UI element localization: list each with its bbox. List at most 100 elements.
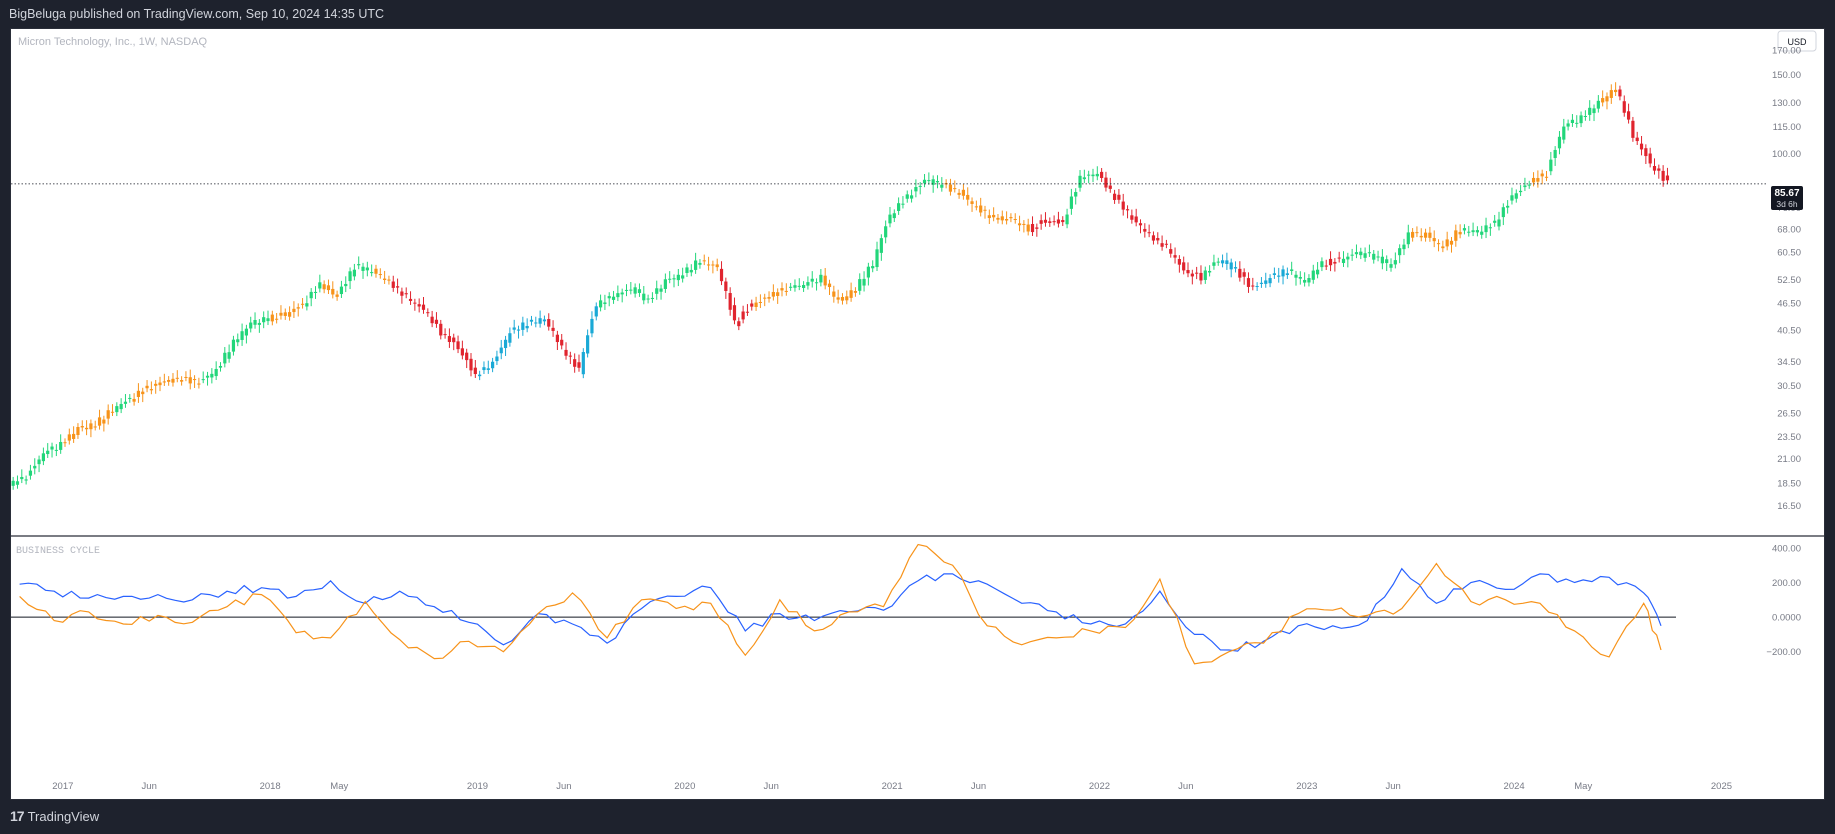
candle	[560, 334, 564, 350]
candle	[909, 189, 914, 203]
candle	[1354, 244, 1359, 259]
candle	[642, 286, 646, 305]
candle	[871, 260, 875, 273]
candle	[132, 393, 136, 406]
candle	[84, 420, 89, 436]
candle	[1385, 255, 1389, 272]
candle	[1432, 230, 1436, 248]
candle	[1419, 228, 1423, 242]
candle	[1549, 151, 1553, 176]
candle	[305, 295, 309, 311]
time-tick-label: 2023	[1296, 781, 1317, 792]
candle	[1035, 223, 1039, 237]
candle	[348, 267, 352, 290]
time-tick-label: Jun	[1386, 781, 1401, 792]
candle	[171, 373, 175, 387]
candle	[789, 282, 793, 291]
candle	[849, 282, 853, 302]
candle	[1389, 258, 1393, 272]
candle	[516, 325, 521, 339]
candle	[979, 197, 983, 217]
currency-label[interactable]: USD	[1787, 37, 1807, 47]
candle	[685, 263, 689, 277]
chart-svg[interactable]: Micron Technology, Inc., 1W, NASDAQ USD …	[11, 29, 1824, 799]
price-tick-label: 130.00	[1772, 98, 1801, 109]
candle	[162, 373, 166, 386]
candle	[1609, 84, 1613, 104]
candle	[1341, 251, 1346, 267]
candle	[663, 273, 667, 293]
candle	[603, 294, 607, 310]
candle	[780, 282, 784, 297]
candle	[128, 394, 132, 403]
candle	[11, 476, 15, 490]
publish-bar: BigBeluga published on TradingView.com, …	[0, 0, 1835, 28]
candle	[240, 323, 244, 346]
business-cycle-orange-line	[19, 543, 1662, 665]
candle	[512, 319, 516, 334]
candle	[853, 287, 858, 297]
candle	[1639, 135, 1644, 156]
candle	[1333, 258, 1337, 272]
time-tick-label: 2022	[1089, 781, 1110, 792]
candle	[711, 260, 715, 274]
candle	[249, 316, 253, 333]
candle	[624, 284, 629, 297]
candle	[1108, 177, 1112, 193]
candle	[262, 311, 266, 329]
candle	[1493, 214, 1497, 227]
time-tick-label: Jun	[556, 781, 571, 792]
chart-panel[interactable]: Micron Technology, Inc., 1W, NASDAQ USD …	[10, 28, 1825, 800]
candle	[1061, 216, 1065, 227]
candle	[737, 317, 741, 331]
indicator-tick-label: 400.00	[1772, 543, 1801, 554]
candle	[784, 283, 788, 296]
candle	[728, 287, 732, 316]
last-price-label: 85.67 3d 6h	[1771, 186, 1803, 210]
candle	[1268, 274, 1272, 288]
candle	[1005, 211, 1009, 225]
candle	[1523, 177, 1527, 192]
time-axis[interactable]: 2017 Jun 2018 May 2019 Jun 2020 Jun 2021 Jun 2022 J…	[52, 781, 1732, 792]
candle	[1285, 267, 1289, 279]
candle	[551, 320, 555, 337]
price-axis[interactable]: 170.00150.00130.00115.00100.0076.0068.00…	[1772, 46, 1801, 512]
candle	[1169, 243, 1173, 258]
candle	[1164, 239, 1169, 249]
candle	[1436, 239, 1441, 252]
candle	[452, 333, 456, 351]
candle	[1048, 217, 1052, 227]
candle	[1536, 170, 1540, 188]
candle	[1363, 247, 1367, 262]
indicator-tick-label: 200.00	[1772, 578, 1801, 589]
candle	[1298, 271, 1302, 285]
currency-button[interactable]	[1777, 30, 1817, 52]
candle	[1665, 167, 1670, 185]
candle	[175, 370, 179, 383]
time-tick-label: 2025	[1711, 781, 1732, 792]
time-tick-label: May	[330, 781, 348, 792]
candle	[1277, 267, 1281, 283]
candle	[1151, 231, 1156, 245]
candle	[797, 278, 801, 291]
candle	[1009, 213, 1013, 223]
candle	[365, 261, 369, 277]
price-tick-label: 100.00	[1772, 149, 1801, 160]
candle	[1233, 261, 1238, 273]
business-cycle-blue-line	[19, 567, 1662, 652]
candle	[300, 298, 305, 309]
candle	[119, 398, 123, 414]
candle	[1596, 95, 1600, 113]
candle	[1631, 116, 1635, 142]
candle	[858, 273, 862, 295]
candle	[1272, 267, 1276, 279]
tradingview-logo[interactable]: 17 TradingView	[10, 808, 99, 824]
candle	[1238, 261, 1242, 282]
candle	[486, 360, 490, 374]
indicator-axis[interactable]: 400.00 200.00 0.0000 −200.00	[1766, 543, 1801, 658]
candle	[1618, 85, 1622, 101]
time-tick-label: 2021	[882, 781, 903, 792]
candle	[1100, 168, 1104, 182]
candle	[1303, 272, 1307, 287]
candle	[832, 285, 836, 303]
